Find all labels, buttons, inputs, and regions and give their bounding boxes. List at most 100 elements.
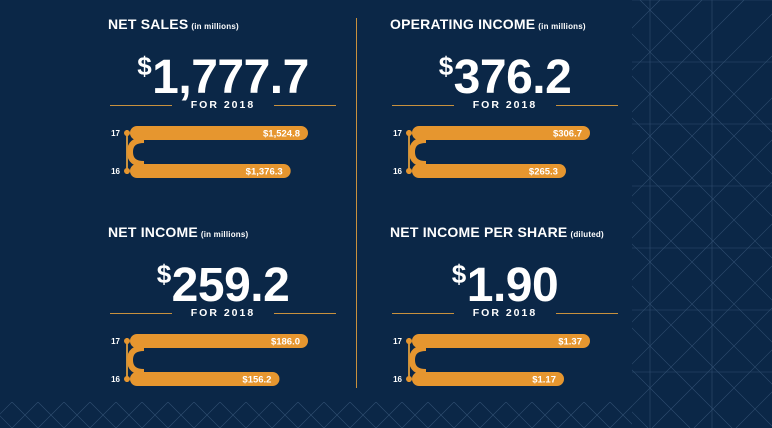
bar-value-label: $265.3 — [529, 167, 558, 178]
lattice-line — [11, 402, 39, 428]
net-income-bar-chart: 17 $186.0 16 $156.2 — [111, 334, 308, 386]
lattice-line — [557, 402, 585, 428]
year-marker — [406, 376, 412, 382]
lattice-line — [0, 0, 60, 428]
net-sales-bar-chart: 17 $1,524.8 16 $1,376.3 — [111, 126, 308, 178]
panel-unit-note: (diluted) — [570, 230, 604, 239]
period-row: FOR 2018 — [390, 98, 620, 112]
lattice-line — [662, 402, 688, 428]
lattice-line — [632, 117, 772, 259]
period-rule-right — [556, 105, 618, 106]
bar-value-label: $1,376.3 — [246, 167, 283, 178]
panel-unit-note: (in millions) — [200, 230, 249, 239]
bar-value-label: $1.37 — [558, 337, 582, 348]
lattice-line — [632, 265, 772, 407]
bar-value-label: $186.0 — [271, 337, 300, 348]
lattice-line — [632, 223, 772, 365]
period-rule-right — [274, 105, 336, 106]
panel-title-text: NET INCOME — [108, 224, 198, 240]
year-label: 16 — [111, 375, 120, 384]
lattice-line — [63, 402, 91, 428]
headline-figure: $376.2 — [390, 40, 620, 104]
bar-value-label: $156.2 — [242, 375, 271, 386]
period-rule-left — [110, 105, 172, 106]
year-label: 17 — [111, 337, 120, 346]
period-label: FOR 2018 — [472, 307, 538, 319]
year-marker — [406, 338, 412, 344]
lattice-line — [632, 75, 772, 217]
period-rule-right — [274, 313, 336, 314]
lattice-line — [219, 402, 247, 428]
operating-income-panel: OPERATING INCOME (in millions) $376.2 FOR… — [390, 0, 620, 195]
lattice-line — [0, 415, 13, 428]
year-marker — [124, 376, 130, 382]
period-row: FOR 2018 — [108, 306, 338, 320]
bar — [412, 372, 565, 386]
period-label: FOR 2018 — [190, 99, 256, 111]
lattice-line — [89, 402, 117, 428]
lattice-line — [639, 0, 772, 133]
bar-connector — [408, 137, 427, 167]
year-label: 17 — [393, 337, 402, 346]
lattice-line — [662, 402, 688, 428]
headline-figure: $259.2 — [108, 248, 338, 312]
year-label: 17 — [393, 129, 402, 138]
panel-title-text: NET INCOME PER SHARE — [390, 224, 568, 240]
lattice-line — [297, 402, 325, 428]
panel-title: OPERATING INCOME (in millions) — [390, 16, 586, 32]
year-marker — [124, 338, 130, 344]
panel-title-text: OPERATING INCOME — [390, 16, 536, 32]
lattice-line — [349, 402, 377, 428]
lattice-line — [245, 402, 273, 428]
lattice-line — [636, 402, 662, 428]
period-rule-right — [556, 313, 618, 314]
lattice-line — [583, 402, 611, 428]
lattice-line — [632, 243, 772, 385]
bar — [412, 334, 590, 348]
bar — [130, 372, 280, 386]
lattice-line — [141, 402, 169, 428]
period-rule-left — [392, 313, 454, 314]
period-row: FOR 2018 — [390, 306, 620, 320]
period-rule-left — [392, 105, 454, 106]
year-marker — [124, 168, 130, 174]
lattice-line — [453, 402, 481, 428]
panel-title: NET INCOME (in millions) — [108, 224, 248, 240]
year-label: 16 — [393, 375, 402, 384]
bar-connector — [126, 137, 145, 167]
year-label: 17 — [111, 129, 120, 138]
lattice-line — [531, 402, 559, 428]
lattice-line — [427, 402, 455, 428]
lattice-line — [632, 327, 733, 428]
net-income-per-share-panel: NET INCOME PER SHARE (diluted) $1.90 FOR … — [390, 208, 620, 403]
panel-title: NET SALES (in millions) — [108, 16, 239, 32]
lattice-line — [735, 391, 772, 428]
panel-unit-note: (in millions) — [191, 22, 239, 31]
headline-figure: $1.90 — [390, 248, 620, 312]
lattice-line — [115, 402, 143, 428]
period-rule-left — [110, 313, 172, 314]
lattice-line — [651, 307, 772, 428]
year-label: 16 — [393, 167, 402, 176]
panel-title: NET INCOME PER SHARE (diluted) — [390, 224, 604, 240]
lattice-line — [636, 402, 662, 428]
lattice-line — [167, 402, 195, 428]
lattice-line — [632, 0, 745, 113]
lattice-line — [505, 402, 533, 428]
lattice-line — [632, 201, 772, 343]
bar — [130, 164, 291, 178]
lattice-line — [632, 139, 772, 281]
lattice-line — [632, 55, 772, 197]
bar-value-label: $306.7 — [553, 129, 582, 140]
lattice-line — [193, 402, 221, 428]
lattice-line — [693, 349, 772, 428]
net-income-per-share-bar-chart: 17 $1.37 16 $1.17 — [393, 334, 590, 386]
headline-value: 1.90 — [466, 259, 559, 312]
lattice-line — [632, 181, 772, 323]
lattice-line — [375, 402, 403, 428]
lattice-line — [0, 0, 102, 428]
net-income-panel: NET INCOME (in millions) $259.2 FOR 2018 … — [108, 208, 338, 403]
bar — [130, 126, 308, 140]
lattice-line — [401, 402, 429, 428]
